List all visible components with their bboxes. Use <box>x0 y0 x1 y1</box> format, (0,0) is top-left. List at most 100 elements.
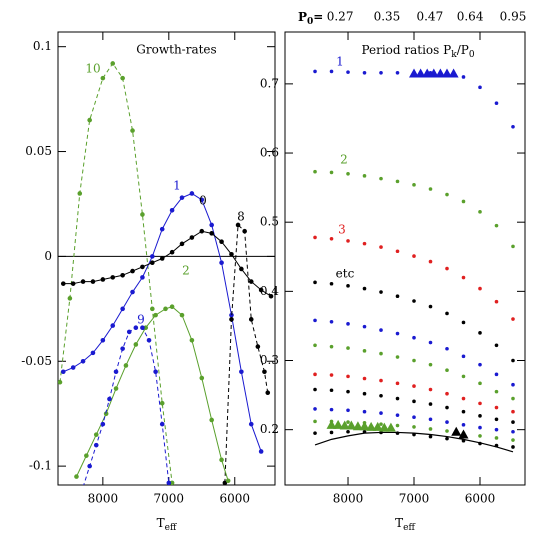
subscript: 0 <box>469 50 475 60</box>
x-tick-label: 6000 <box>465 492 496 506</box>
data-point <box>120 306 125 312</box>
data-point <box>146 337 152 343</box>
y-tick-label: 0.2 <box>260 422 279 436</box>
data-point <box>313 372 317 377</box>
series-label: 8 <box>237 210 245 224</box>
data-point <box>395 71 400 75</box>
data-point <box>133 325 139 331</box>
data-point <box>362 174 367 178</box>
data-point <box>346 389 350 394</box>
data-point <box>110 61 116 66</box>
data-point <box>346 322 350 326</box>
data-point <box>60 281 66 286</box>
data-point <box>412 335 416 340</box>
data-point <box>494 343 499 348</box>
data-point <box>199 375 205 381</box>
data-point <box>159 400 165 406</box>
data-point <box>395 413 400 417</box>
data-point <box>511 317 515 321</box>
data-point <box>362 286 367 291</box>
data-point <box>150 260 155 265</box>
data-point <box>412 399 416 404</box>
data-point <box>120 346 125 351</box>
data-point <box>428 362 433 367</box>
triangle-marker <box>359 421 370 431</box>
data-point <box>412 299 416 303</box>
data-point <box>412 254 416 258</box>
data-point <box>395 331 400 336</box>
x-tick-label: 6000 <box>219 492 250 506</box>
data-point <box>379 393 383 398</box>
data-point <box>379 411 383 415</box>
data-point <box>494 436 499 440</box>
data-point <box>143 325 149 331</box>
data-point <box>90 279 96 284</box>
data-point <box>445 311 449 316</box>
data-point <box>189 235 195 240</box>
y-tick-label: 0 <box>44 249 52 263</box>
data-point <box>329 319 334 324</box>
data-point <box>379 245 383 249</box>
data-point <box>248 317 254 322</box>
series-line <box>314 431 514 453</box>
data-point <box>379 71 383 75</box>
data-point <box>428 340 433 345</box>
data-point <box>362 71 367 75</box>
data-point <box>133 342 139 347</box>
data-point <box>379 176 383 181</box>
data-point <box>478 85 482 90</box>
data-point <box>346 70 350 74</box>
data-point <box>150 254 155 259</box>
data-point <box>445 405 449 410</box>
data-point <box>461 409 466 414</box>
triangle-marker <box>428 68 439 78</box>
data-point <box>329 69 334 74</box>
data-point <box>70 365 76 370</box>
triangle-marker <box>385 422 396 432</box>
data-point <box>169 304 175 310</box>
x-tick-label: 8000 <box>333 492 364 506</box>
triangle-marker <box>442 68 453 78</box>
data-point <box>58 379 63 385</box>
triangle-marker <box>366 421 377 431</box>
series-line <box>76 306 229 481</box>
data-point <box>258 449 264 454</box>
text-part: = <box>313 10 323 24</box>
triangle-marker <box>458 429 469 439</box>
triangle-marker <box>352 421 363 431</box>
data-point <box>166 480 172 485</box>
data-point <box>511 409 515 414</box>
series-label: etc <box>336 267 355 281</box>
data-point <box>179 241 185 247</box>
data-point <box>100 337 106 343</box>
x-axis-label: Teff <box>395 516 415 533</box>
data-point <box>219 260 224 265</box>
data-point <box>103 411 109 416</box>
data-point <box>329 407 334 412</box>
data-point <box>346 346 350 350</box>
data-point <box>395 294 400 298</box>
data-point <box>80 279 86 284</box>
data-point <box>329 388 334 393</box>
data-point <box>478 414 482 418</box>
data-point <box>219 457 224 463</box>
y-tick-label: 0.1 <box>33 39 52 53</box>
data-point <box>329 281 334 286</box>
data-point <box>445 436 449 441</box>
data-point <box>329 170 334 175</box>
text-part: /P <box>457 43 469 57</box>
triangle-marker <box>409 68 420 78</box>
data-point <box>445 429 449 433</box>
data-point <box>120 272 125 278</box>
data-point <box>511 420 515 424</box>
data-point <box>248 421 254 427</box>
triangle-marker <box>339 420 350 430</box>
data-point <box>313 169 317 174</box>
data-point <box>313 431 317 435</box>
data-point <box>362 409 367 414</box>
data-point <box>110 275 116 280</box>
data-point <box>130 289 135 295</box>
data-point <box>362 241 367 246</box>
data-point <box>87 117 92 123</box>
data-point <box>395 423 400 428</box>
